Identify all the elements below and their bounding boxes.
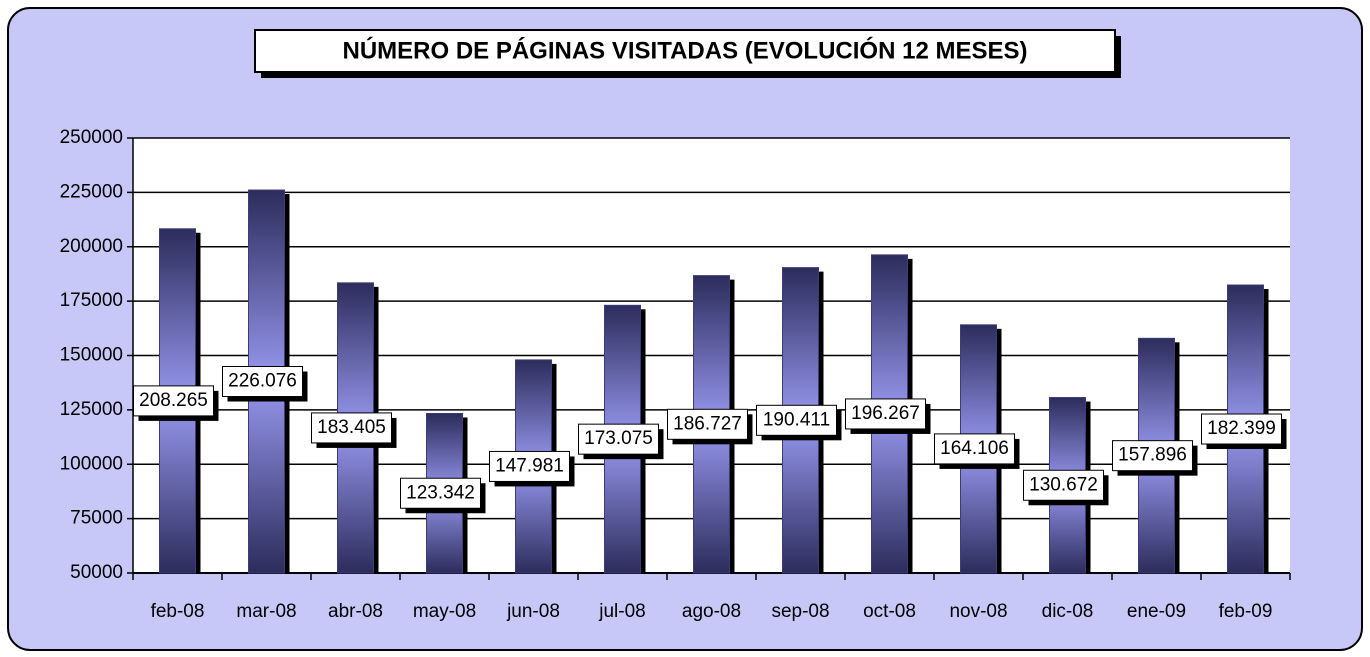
x-tick-label: feb-08 <box>151 601 205 622</box>
value-label: 226.076 <box>228 371 297 392</box>
value-label-box <box>1201 413 1282 445</box>
y-tick-label: 50000 <box>70 562 123 583</box>
value-label: 147.981 <box>495 455 564 476</box>
x-tick-label: jun-08 <box>506 601 560 622</box>
value-label: 186.727 <box>673 413 742 434</box>
value-label: 183.405 <box>317 417 386 438</box>
value-label-box <box>578 423 659 455</box>
x-tick-label: jul-08 <box>598 601 645 622</box>
y-tick-label: 250000 <box>60 127 123 148</box>
value-label: 208.265 <box>139 390 208 411</box>
x-tick-label: oct-08 <box>863 601 916 622</box>
x-tick-label: feb-09 <box>1219 601 1273 622</box>
y-tick-label: 150000 <box>60 345 123 366</box>
x-tick-label: abr-08 <box>328 601 383 622</box>
value-label: 196.267 <box>851 403 920 424</box>
value-label-box <box>133 385 214 417</box>
value-label: 130.672 <box>1029 474 1098 495</box>
value-label-box <box>756 404 837 436</box>
value-label: 123.342 <box>406 482 475 503</box>
value-label: 173.075 <box>584 428 653 449</box>
value-label: 157.896 <box>1118 445 1187 466</box>
chart-title: NÚMERO DE PÁGINAS VISITADAS (EVOLUCIÓN 1… <box>343 36 1028 64</box>
value-label-box <box>222 366 303 398</box>
value-label-box <box>845 398 926 430</box>
x-tick-label: mar-08 <box>236 601 296 622</box>
x-tick-label: nov-08 <box>949 601 1007 622</box>
y-tick-label: 225000 <box>60 181 123 202</box>
value-label-box <box>667 408 748 440</box>
value-label-box <box>489 450 570 482</box>
value-label-box <box>1023 469 1104 501</box>
value-label: 190.411 <box>763 409 830 430</box>
y-tick-label: 125000 <box>60 399 123 420</box>
y-tick-label: 200000 <box>60 236 123 257</box>
x-tick-label: may-08 <box>413 601 476 622</box>
value-label-box <box>400 477 481 509</box>
value-label-box <box>311 412 392 444</box>
y-tick-label: 75000 <box>70 508 123 529</box>
x-tick-label: ago-08 <box>682 601 741 622</box>
value-label-box <box>1112 440 1193 472</box>
y-tick-label: 175000 <box>60 290 123 311</box>
y-tick-label: 100000 <box>60 453 123 474</box>
value-label-box <box>934 433 1015 465</box>
value-label: 182.399 <box>1207 418 1276 439</box>
x-tick-label: ene-09 <box>1127 601 1186 622</box>
title-box <box>254 29 1116 73</box>
x-tick-label: sep-08 <box>771 601 829 622</box>
x-tick-label: dic-08 <box>1042 601 1094 622</box>
value-label: 164.106 <box>940 438 1009 459</box>
